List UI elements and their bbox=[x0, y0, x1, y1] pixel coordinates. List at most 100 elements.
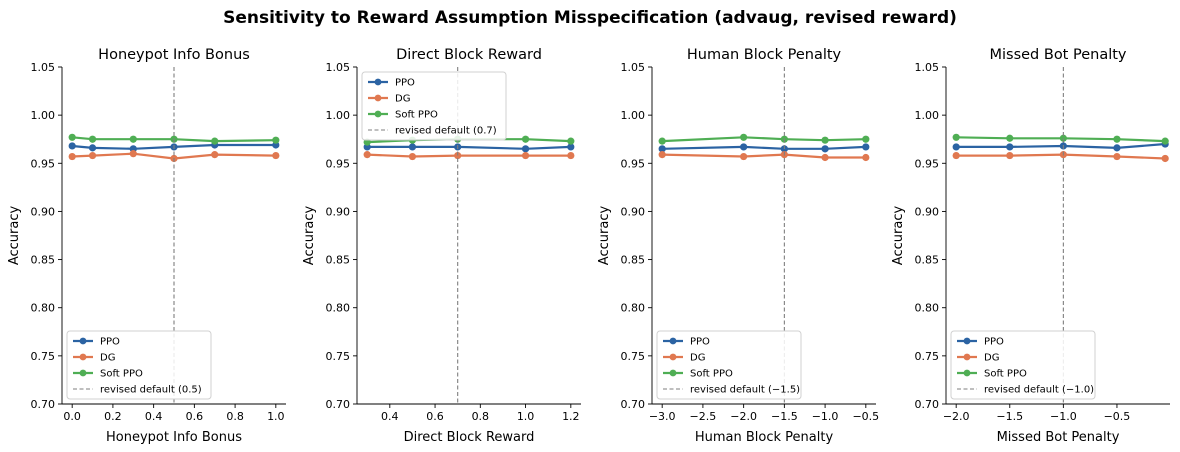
legend-label: revised default (−1.0) bbox=[984, 385, 1094, 396]
legend-marker-soft-ppo bbox=[374, 110, 382, 118]
legend-marker-soft-ppo bbox=[79, 369, 87, 377]
x-axis-label: Human Block Penalty bbox=[695, 430, 834, 445]
panel-title: Missed Bot Penalty bbox=[989, 47, 1126, 63]
legend-box bbox=[66, 330, 212, 400]
data-point-ppo bbox=[1113, 144, 1121, 152]
y-tick-label: 0.80 bbox=[915, 302, 940, 315]
legend-marker-dg bbox=[669, 353, 677, 361]
series-line-dg bbox=[662, 153, 866, 159]
data-point-soft-ppo bbox=[1113, 135, 1121, 143]
legend-label: Soft PPO bbox=[690, 369, 733, 380]
data-point-soft-ppo bbox=[272, 136, 280, 144]
legend-label: revised default (−1.5) bbox=[690, 385, 800, 396]
y-tick-label: 0.80 bbox=[621, 302, 646, 315]
legend-label: Soft PPO bbox=[100, 369, 143, 380]
data-point-dg bbox=[952, 151, 960, 160]
y-tick-label: 0.90 bbox=[621, 205, 646, 218]
legend-marker-ppo bbox=[79, 337, 87, 345]
x-tick-label: 1.2 bbox=[562, 410, 580, 423]
panel-title: Human Block Penalty bbox=[687, 47, 842, 63]
x-tick-label: 0.8 bbox=[226, 410, 244, 423]
data-point-ppo bbox=[521, 145, 530, 153]
y-tick-label: 0.75 bbox=[915, 350, 940, 363]
legend: PPO DG Soft PPO revised default (0.7) bbox=[361, 71, 507, 141]
data-point-soft-ppo bbox=[740, 133, 748, 141]
legend-label: Soft PPO bbox=[984, 369, 1027, 380]
series-line-ppo bbox=[367, 145, 571, 150]
data-point-dg bbox=[68, 152, 76, 161]
data-point-ppo bbox=[88, 144, 97, 152]
y-tick-label: 0.85 bbox=[31, 254, 56, 267]
data-point-ppo bbox=[68, 142, 76, 150]
data-point-dg bbox=[567, 151, 575, 160]
legend-label: DG bbox=[690, 353, 705, 364]
legend-box bbox=[361, 71, 507, 141]
legend-label: DG bbox=[395, 94, 410, 105]
data-point-ppo bbox=[1006, 143, 1014, 151]
legend-marker-dg bbox=[374, 94, 382, 102]
legend-marker-dg bbox=[79, 353, 87, 361]
data-point-ppo bbox=[408, 143, 417, 151]
y-tick-label: 1.05 bbox=[326, 61, 351, 74]
x-tick-label: −0.5 bbox=[1104, 410, 1131, 423]
data-point-soft-ppo bbox=[1059, 134, 1067, 142]
x-tick-label: 0.8 bbox=[472, 410, 490, 423]
panel-missed-bot-penalty: Missed Bot Penalty 0.70 0.75 0.80 0.85 0.90 0.… bbox=[891, 47, 1170, 445]
x-tick-label: 0.6 bbox=[426, 410, 444, 423]
data-point-soft-ppo bbox=[658, 137, 666, 145]
legend-box bbox=[656, 330, 802, 400]
data-point-dg bbox=[272, 151, 280, 160]
data-point-soft-ppo bbox=[952, 133, 960, 141]
x-axis-label: Missed Bot Penalty bbox=[997, 430, 1120, 445]
y-tick-label: 0.75 bbox=[326, 350, 351, 363]
legend: PPO DG Soft PPO revised default (−1.0) bbox=[950, 330, 1096, 400]
y-axis-label: Accuracy bbox=[597, 206, 612, 266]
data-point-soft-ppo bbox=[88, 135, 97, 143]
y-tick-label: 0.95 bbox=[621, 157, 646, 170]
x-tick-label: 0.4 bbox=[145, 410, 163, 423]
y-tick-label: 0.70 bbox=[31, 398, 56, 411]
legend-label: revised default (0.7) bbox=[395, 126, 497, 137]
legend-label: Soft PPO bbox=[395, 110, 438, 121]
x-tick-label: −2.0 bbox=[943, 410, 970, 423]
data-point-dg bbox=[658, 151, 666, 159]
data-point-dg bbox=[408, 152, 417, 161]
data-point-soft-ppo bbox=[521, 135, 530, 143]
legend: PPO DG Soft PPO revised default (0.5) bbox=[66, 330, 212, 400]
y-tick-label: 0.85 bbox=[621, 254, 646, 267]
data-point-dg bbox=[1161, 154, 1169, 163]
y-tick-label: 1.05 bbox=[915, 61, 940, 74]
x-axis-label: Direct Block Reward bbox=[404, 430, 535, 445]
series-line-soft-ppo bbox=[662, 136, 866, 143]
legend-label: PPO bbox=[395, 78, 415, 89]
legend-marker-ppo bbox=[374, 78, 382, 86]
data-point-soft-ppo bbox=[68, 133, 76, 141]
data-point-soft-ppo bbox=[129, 135, 137, 143]
data-point-dg bbox=[862, 153, 870, 162]
y-tick-label: 0.75 bbox=[31, 350, 56, 363]
y-tick-label: 0.90 bbox=[915, 205, 940, 218]
x-tick-label: 0.6 bbox=[186, 410, 204, 423]
y-tick-label: 0.80 bbox=[326, 302, 351, 315]
legend: PPO DG Soft PPO revised default (−1.5) bbox=[656, 330, 802, 400]
data-point-soft-ppo bbox=[862, 135, 870, 143]
data-point-ppo bbox=[740, 143, 748, 151]
data-point-dg bbox=[1006, 151, 1014, 160]
x-tick-label: 0.0 bbox=[63, 410, 81, 423]
figure-title: Sensitivity to Reward Assumption Misspec… bbox=[223, 8, 957, 28]
data-point-dg bbox=[211, 151, 219, 159]
data-point-dg bbox=[521, 151, 530, 160]
x-tick-label: −2.5 bbox=[690, 410, 717, 423]
data-point-dg bbox=[740, 152, 748, 161]
data-point-soft-ppo bbox=[211, 137, 219, 145]
data-point-dg bbox=[454, 151, 462, 160]
legend-label: revised default (0.5) bbox=[100, 385, 202, 396]
y-tick-label: 1.05 bbox=[621, 61, 646, 74]
data-point-soft-ppo bbox=[1161, 137, 1169, 145]
legend-label: PPO bbox=[100, 337, 120, 348]
legend-box bbox=[950, 330, 1096, 400]
series-line-dg bbox=[367, 153, 571, 158]
x-tick-label: −3.0 bbox=[649, 410, 676, 423]
x-tick-label: −1.5 bbox=[996, 410, 1023, 423]
